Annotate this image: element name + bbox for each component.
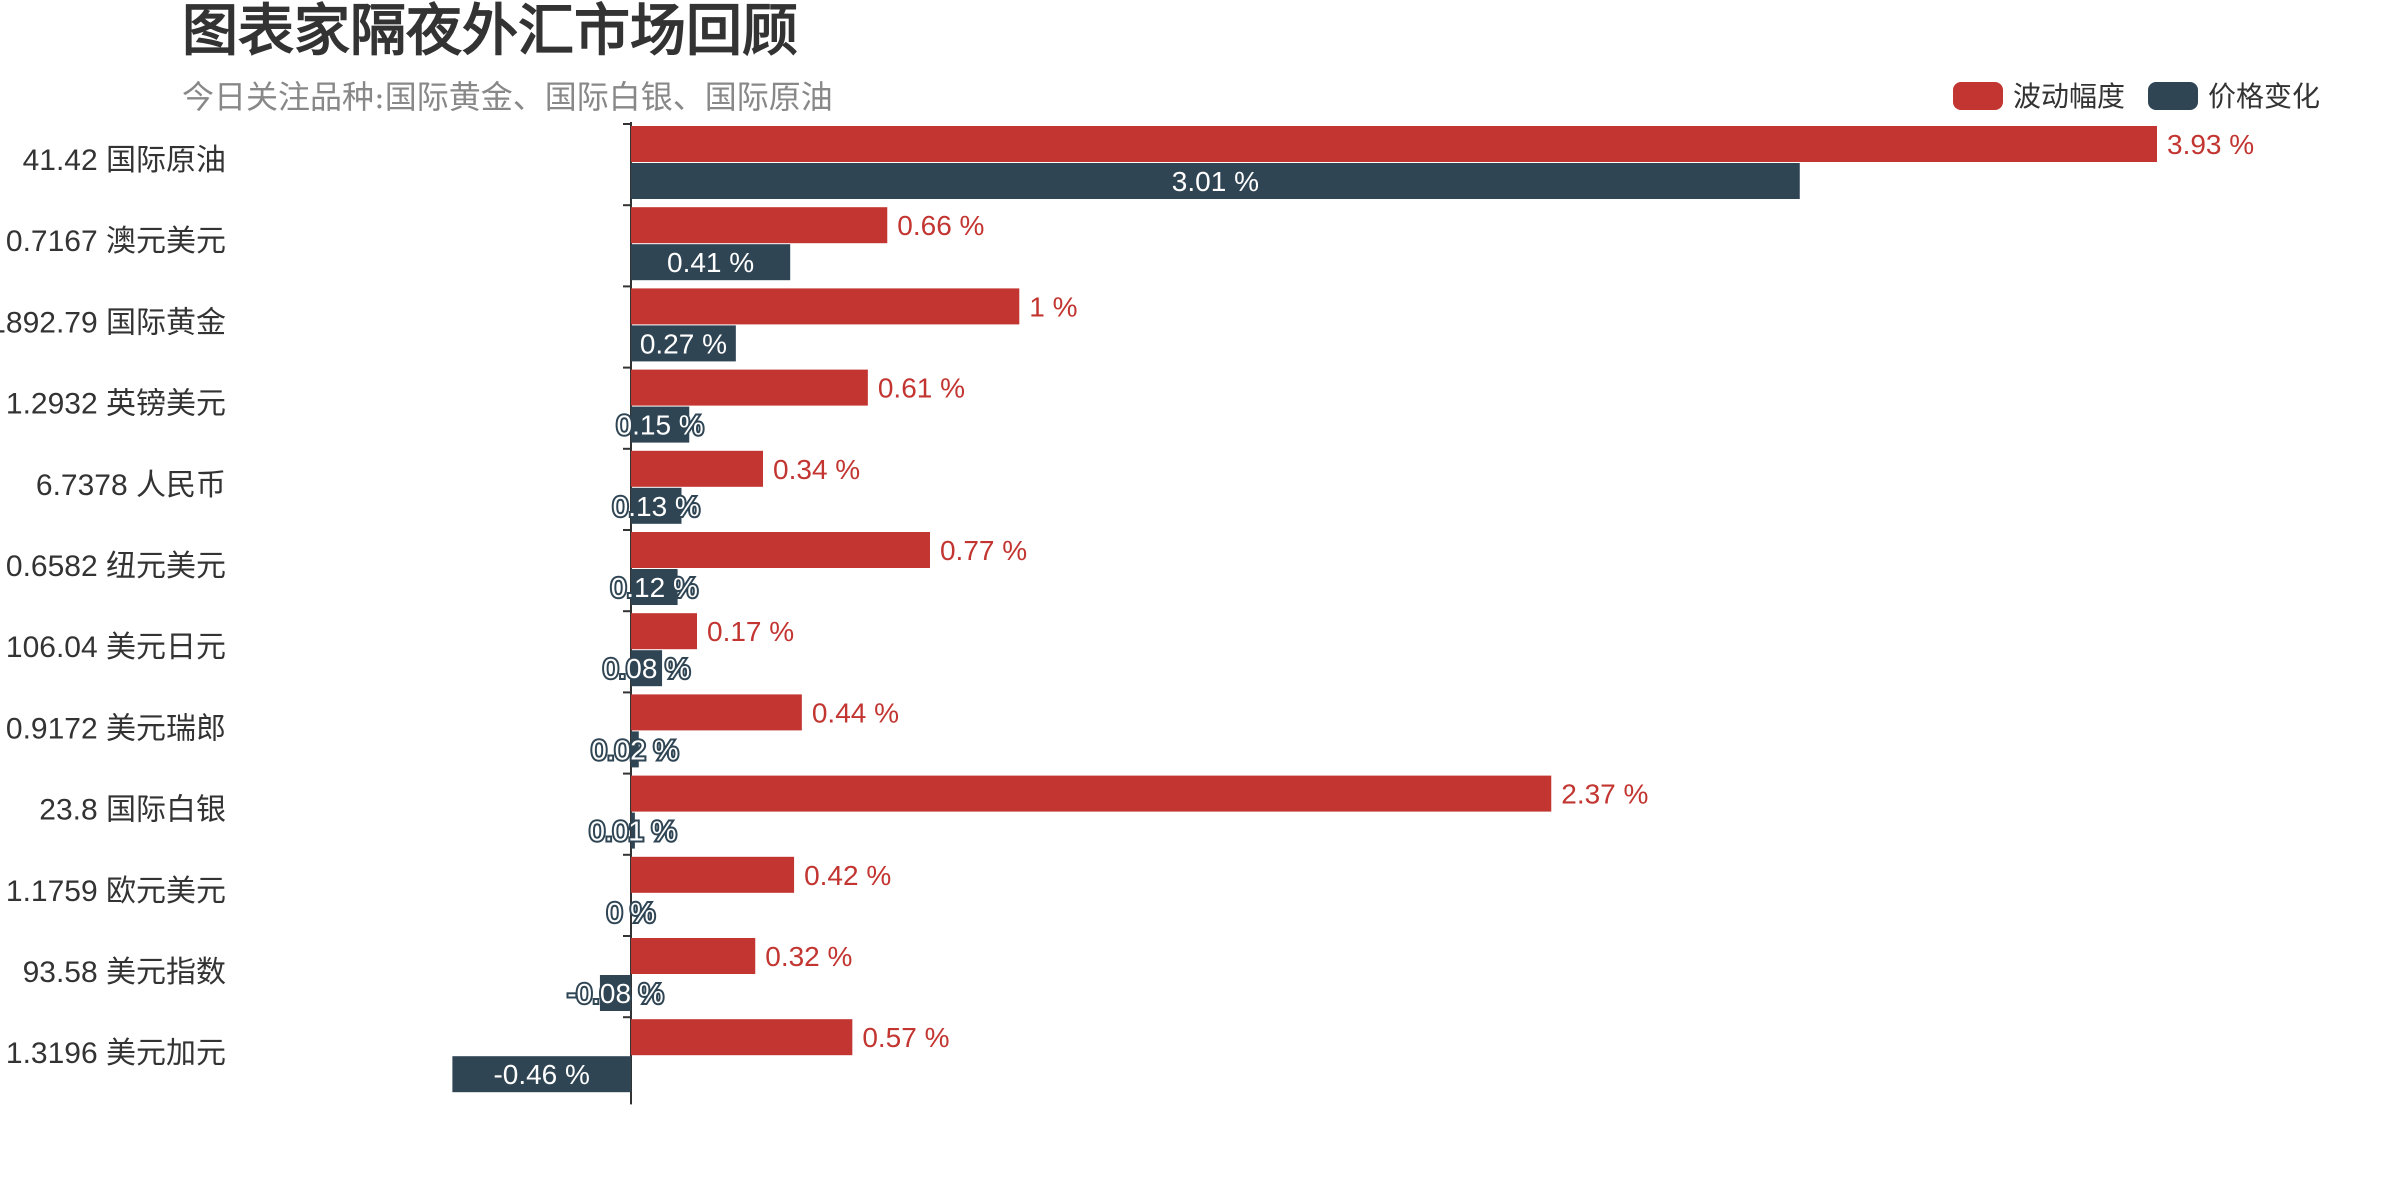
chart-title: 图表家隔夜外汇市场回顾 (182, 0, 798, 64)
bar-price-change[interactable] (631, 244, 791, 281)
bar-price-change[interactable] (599, 975, 631, 1011)
value-label-price-change: 3.01 % (1172, 166, 1259, 197)
value-label-volatility: 1 % (1029, 291, 1077, 322)
category-label: 0.6582 纽元美元 (6, 550, 226, 583)
category-label: 93.58 美元指数 (23, 956, 226, 989)
category-label: 41.42 国际原油 (23, 144, 226, 177)
value-label-price-change: 0.15 % (617, 410, 704, 441)
legend-swatch-price-change (2148, 82, 2198, 110)
bar-price-change[interactable] (631, 325, 736, 362)
bar-price-change[interactable] (631, 569, 678, 605)
bar-price-change[interactable] (452, 1056, 631, 1093)
legend-label-volatility: 波动幅度 (2013, 80, 2125, 113)
category-label: 0.9172 美元瑞郎 (6, 712, 226, 745)
bar-price-change[interactable] (631, 731, 639, 768)
value-label-price-change: 0.01 % (589, 816, 676, 847)
category-label: 6.7378 人民币 (36, 469, 226, 502)
value-label-price-change: 0.27 % (640, 328, 727, 359)
bar-price-change[interactable] (631, 487, 682, 524)
category-label: 1.1759 欧元美元 (6, 875, 226, 908)
category-label: 0.7167 澳元美元 (6, 225, 226, 258)
value-label-price-change: -0.46 % (493, 1059, 590, 1090)
value-label-price-change: 0.08 % (603, 653, 690, 684)
value-label-volatility: 0.42 % (804, 860, 891, 891)
category-label: 106.04 美元日元 (6, 631, 226, 664)
category-label: 1892.79 国际黄金 (0, 306, 226, 339)
value-label-volatility: 0.44 % (812, 697, 899, 728)
value-label-volatility: 0.32 % (765, 941, 852, 972)
chart-subtitle: 今日关注品种:国际黄金、国际白银、国际原油 (182, 78, 833, 116)
plot-area: 41.42 国际原油 3.93 % 3.01 % 0.7167 澳元美元 0.66 % 0… (0, 122, 2254, 1105)
legend-swatch-volatility (1953, 82, 2003, 110)
bar-volatility[interactable] (631, 450, 764, 487)
legend[interactable]: 波动幅度 价格变化 (1953, 80, 2320, 113)
value-label-volatility: 0.77 % (940, 535, 1027, 566)
bar-volatility[interactable] (631, 694, 802, 731)
bar-volatility[interactable] (631, 1019, 853, 1056)
bar-price-change[interactable] (631, 812, 635, 849)
legend-label-price-change: 价格变化 (2208, 80, 2320, 113)
value-label-volatility: 0.34 % (773, 454, 860, 485)
bar-volatility[interactable] (631, 369, 868, 406)
bar-volatility[interactable] (631, 207, 888, 244)
category-label: 1.2932 英镑美元 (6, 388, 226, 421)
bar-volatility[interactable] (631, 856, 795, 893)
value-label-volatility: 0.61 % (878, 373, 965, 404)
value-label-price-change: 0.02 % (591, 734, 678, 765)
value-label-price-change: 0.41 % (667, 247, 754, 278)
bar-price-change[interactable] (631, 406, 690, 443)
bar-volatility[interactable] (631, 938, 756, 974)
bar-volatility[interactable] (631, 613, 698, 650)
value-label-volatility: 3.93 % (2167, 129, 2254, 160)
legend-item-volatility[interactable]: 波动幅度 (1953, 80, 2125, 113)
value-label-volatility: 0.66 % (897, 210, 984, 241)
category-label: 1.3196 美元加元 (6, 1037, 226, 1070)
value-label-volatility: 0.17 % (707, 616, 794, 647)
bar-volatility[interactable] (631, 532, 930, 568)
value-label-price-change: 0.13 % (613, 491, 700, 522)
bar-volatility[interactable] (631, 126, 2157, 162)
value-label-price-change: 0 % (607, 897, 655, 928)
value-label-volatility: 0.57 % (862, 1022, 949, 1053)
bar-price-change[interactable] (631, 650, 663, 687)
value-label-price-change: 0.12 % (611, 572, 698, 603)
value-label-volatility: 2.37 % (1561, 779, 1648, 810)
category-label: 23.8 国际白银 (39, 794, 226, 827)
bar-price-change[interactable] (631, 163, 1800, 199)
legend-item-price-change[interactable]: 价格变化 (2148, 80, 2320, 113)
bar-volatility[interactable] (631, 288, 1020, 325)
value-label-price-change: -0.08 % (567, 978, 664, 1009)
bar-volatility[interactable] (631, 775, 1552, 812)
